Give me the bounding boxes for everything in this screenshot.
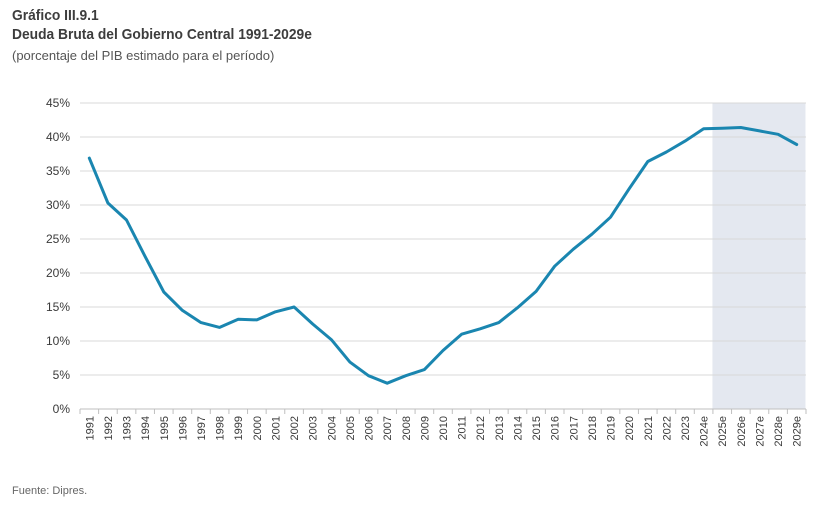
x-tick-label: 2028e — [773, 416, 785, 447]
x-tick-label: 1997 — [196, 416, 208, 440]
x-tick-label: 2024e — [699, 416, 711, 447]
x-tick-label: 2000 — [252, 416, 264, 440]
x-tick-label: 2001 — [270, 416, 282, 440]
chart-header: Gráfico III.9.1 Deuda Bruta del Gobierno… — [12, 6, 338, 65]
x-tick-label: 2012 — [475, 416, 487, 440]
x-tick-label: 2014 — [512, 416, 524, 440]
y-tick-label: 40% — [46, 130, 70, 144]
y-tick-label: 5% — [53, 368, 71, 382]
x-tick-label: 2015 — [531, 416, 543, 440]
y-tick-label: 0% — [53, 402, 71, 416]
x-tick-label: 2027e — [754, 416, 766, 447]
x-tick-label: 2007 — [382, 416, 394, 440]
y-tick-label: 10% — [46, 334, 70, 348]
x-tick-label: 1992 — [103, 416, 115, 440]
y-tick-label: 25% — [46, 232, 70, 246]
x-tick-label: 2022 — [661, 416, 673, 440]
x-tick-label: 2020 — [624, 416, 636, 440]
x-tick-label: 2018 — [587, 416, 599, 440]
x-tick-label: 1991 — [84, 416, 96, 440]
x-tick-label: 2009 — [419, 416, 431, 440]
chart-number: Gráfico III.9.1 — [12, 7, 99, 24]
x-tick-label: 2026e — [736, 416, 748, 447]
source-note: Fuente: Dipres. — [12, 485, 88, 497]
x-tick-label: 1998 — [215, 416, 227, 440]
x-tick-label: 2011 — [457, 416, 469, 440]
x-tick-label: 2005 — [345, 416, 357, 440]
x-tick-label: 1995 — [159, 416, 171, 440]
y-tick-label: 35% — [46, 164, 70, 178]
x-tick-label: 2021 — [643, 416, 655, 440]
x-tick-label: 2008 — [401, 416, 413, 440]
x-tick-label: 2002 — [289, 416, 301, 440]
y-tick-label: 15% — [46, 300, 70, 314]
x-tick-label: 1994 — [140, 416, 152, 440]
projection-shaded-area — [712, 103, 806, 409]
x-tick-label: 2006 — [364, 416, 376, 440]
x-tick-label: 2010 — [438, 416, 450, 440]
x-tick-label: 2017 — [568, 416, 580, 440]
y-tick-label: 45% — [46, 96, 70, 110]
x-tick-label: 2023 — [680, 416, 692, 440]
series-line — [87, 126, 799, 385]
chart-title: Deuda Bruta del Gobierno Central 1991-20… — [12, 26, 312, 43]
x-tick-label: 2003 — [308, 416, 320, 440]
chart-subtitle: (porcentaje del PIB estimado para el per… — [12, 48, 275, 63]
x-tick-label: 1993 — [122, 416, 134, 440]
y-tick-label: 30% — [46, 198, 70, 212]
x-tick-label: 2013 — [494, 416, 506, 440]
y-tick-label: 20% — [46, 266, 70, 280]
x-tick-label: 2016 — [550, 416, 562, 440]
x-tick-label: 2029e — [792, 416, 804, 447]
x-tick-label: 1996 — [177, 416, 189, 440]
x-tick-label: 2004 — [326, 416, 338, 440]
x-tick-label: 1999 — [233, 416, 245, 440]
x-tick-label: 2019 — [606, 416, 618, 440]
x-tick-label: 2025e — [717, 416, 729, 447]
